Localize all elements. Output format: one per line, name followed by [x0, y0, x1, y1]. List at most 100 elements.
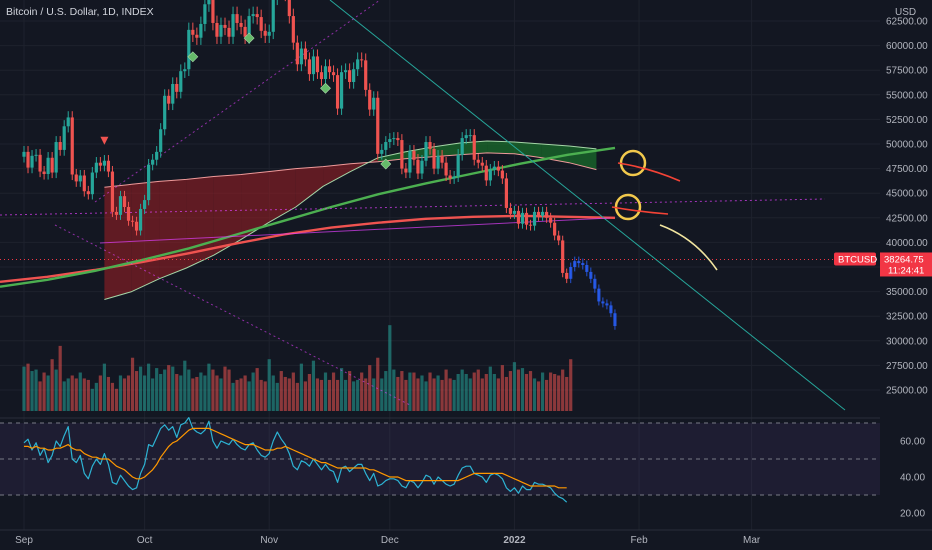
candle-body — [593, 278, 597, 289]
candle-body — [400, 140, 404, 169]
volume-bar — [159, 374, 163, 411]
volume-bar — [384, 371, 388, 411]
candle-body — [199, 23, 203, 38]
candle-body — [315, 56, 320, 73]
volume-bar — [155, 368, 159, 411]
candle-body — [58, 142, 62, 150]
candle-body — [520, 212, 525, 224]
candle-body — [34, 154, 38, 156]
candle-body — [536, 211, 541, 216]
volume-bar — [484, 374, 488, 411]
candle-body — [303, 48, 307, 60]
trendline-down — [329, 0, 846, 411]
volume-bar — [247, 381, 251, 411]
volume-bar — [540, 372, 545, 411]
candle-body — [420, 160, 424, 174]
time-axis[interactable]: Sep Oct Nov Dec 2022 Feb Mar — [0, 529, 932, 546]
candle-body — [540, 211, 545, 216]
volume-bar — [207, 363, 211, 411]
price-axis[interactable]: 62500.00 60000.00 57500.00 55000.00 52500.00… — [834, 17, 932, 520]
volume-bar — [516, 369, 521, 411]
volume-bar — [360, 372, 364, 411]
volume-bar — [549, 372, 553, 411]
candle-body — [54, 142, 58, 173]
candle-body — [553, 222, 557, 236]
volume-bar — [118, 375, 123, 411]
candle-body — [577, 261, 581, 264]
volume-bar — [195, 376, 199, 411]
rsi-tick-label: 60.00 — [900, 437, 925, 448]
volume-bar — [187, 369, 191, 411]
volume-bar — [307, 374, 312, 411]
ma-200-line — [0, 146, 616, 288]
volume-bar — [239, 378, 243, 411]
price-tick-label: 62500.00 — [886, 17, 928, 28]
volume-bar — [428, 372, 432, 411]
volume-bar — [456, 374, 460, 411]
volume-bar — [444, 369, 448, 411]
candle-body — [408, 150, 412, 173]
volume-bar — [388, 325, 392, 411]
candle-body — [78, 175, 82, 182]
cloud-edge-red — [104, 152, 597, 188]
diamond-signal — [320, 82, 331, 94]
candle-body — [516, 210, 521, 224]
price-tick-label: 35000.00 — [886, 287, 928, 298]
candle-body — [464, 135, 468, 139]
candle-body — [380, 149, 384, 154]
volume-bar — [512, 362, 517, 411]
candle-body — [456, 154, 460, 177]
candle-body — [384, 142, 388, 150]
countdown-label: 11:24:41 — [888, 265, 924, 276]
candle-body — [235, 14, 239, 23]
volume-bar — [315, 378, 320, 411]
candle-body — [138, 208, 143, 231]
volume-bar — [303, 381, 307, 411]
volume-bar — [283, 376, 287, 411]
annotations — [611, 149, 718, 271]
volume-bar — [62, 381, 66, 411]
candle-body — [62, 126, 66, 150]
candle-body — [307, 59, 312, 75]
volume-bar — [86, 379, 90, 411]
projection-red-mid — [611, 206, 669, 215]
volume-bar — [143, 375, 147, 411]
volume-bar — [219, 378, 223, 411]
volume-bar — [344, 379, 348, 411]
candle-body — [50, 157, 54, 173]
volume-bar — [408, 372, 412, 411]
candle-body — [143, 200, 147, 209]
cloud-segment — [514, 142, 542, 158]
candle-body — [496, 166, 500, 171]
candle-body — [134, 221, 139, 231]
candle-body — [532, 211, 537, 226]
candle-body — [368, 89, 372, 110]
volume-bar — [255, 368, 259, 411]
candle-body — [339, 72, 344, 109]
volume-bar — [331, 372, 336, 411]
candle-body — [227, 27, 231, 37]
candle-body — [126, 206, 131, 221]
diamond-signal — [380, 158, 392, 170]
volume-bar — [553, 374, 557, 411]
price-tick-label: 32500.00 — [886, 312, 928, 323]
candle-body — [372, 97, 376, 110]
volume-bar — [287, 378, 291, 411]
candle-body — [239, 22, 243, 27]
candles[interactable] — [22, 0, 617, 330]
candle-body — [452, 176, 456, 179]
rsi-panel[interactable] — [0, 417, 880, 503]
rsi-ma-line — [24, 427, 567, 489]
volume-bar — [215, 375, 219, 411]
volume-bar — [348, 371, 352, 411]
candle-body — [175, 83, 179, 92]
volume-bar — [26, 363, 30, 411]
candle-body — [211, 0, 215, 23]
volume-bar — [508, 371, 513, 411]
candle-body — [561, 240, 565, 273]
volume-bar — [66, 378, 70, 411]
volume-bar — [38, 381, 42, 411]
candle-body — [167, 95, 171, 104]
volume-bar — [223, 366, 227, 411]
